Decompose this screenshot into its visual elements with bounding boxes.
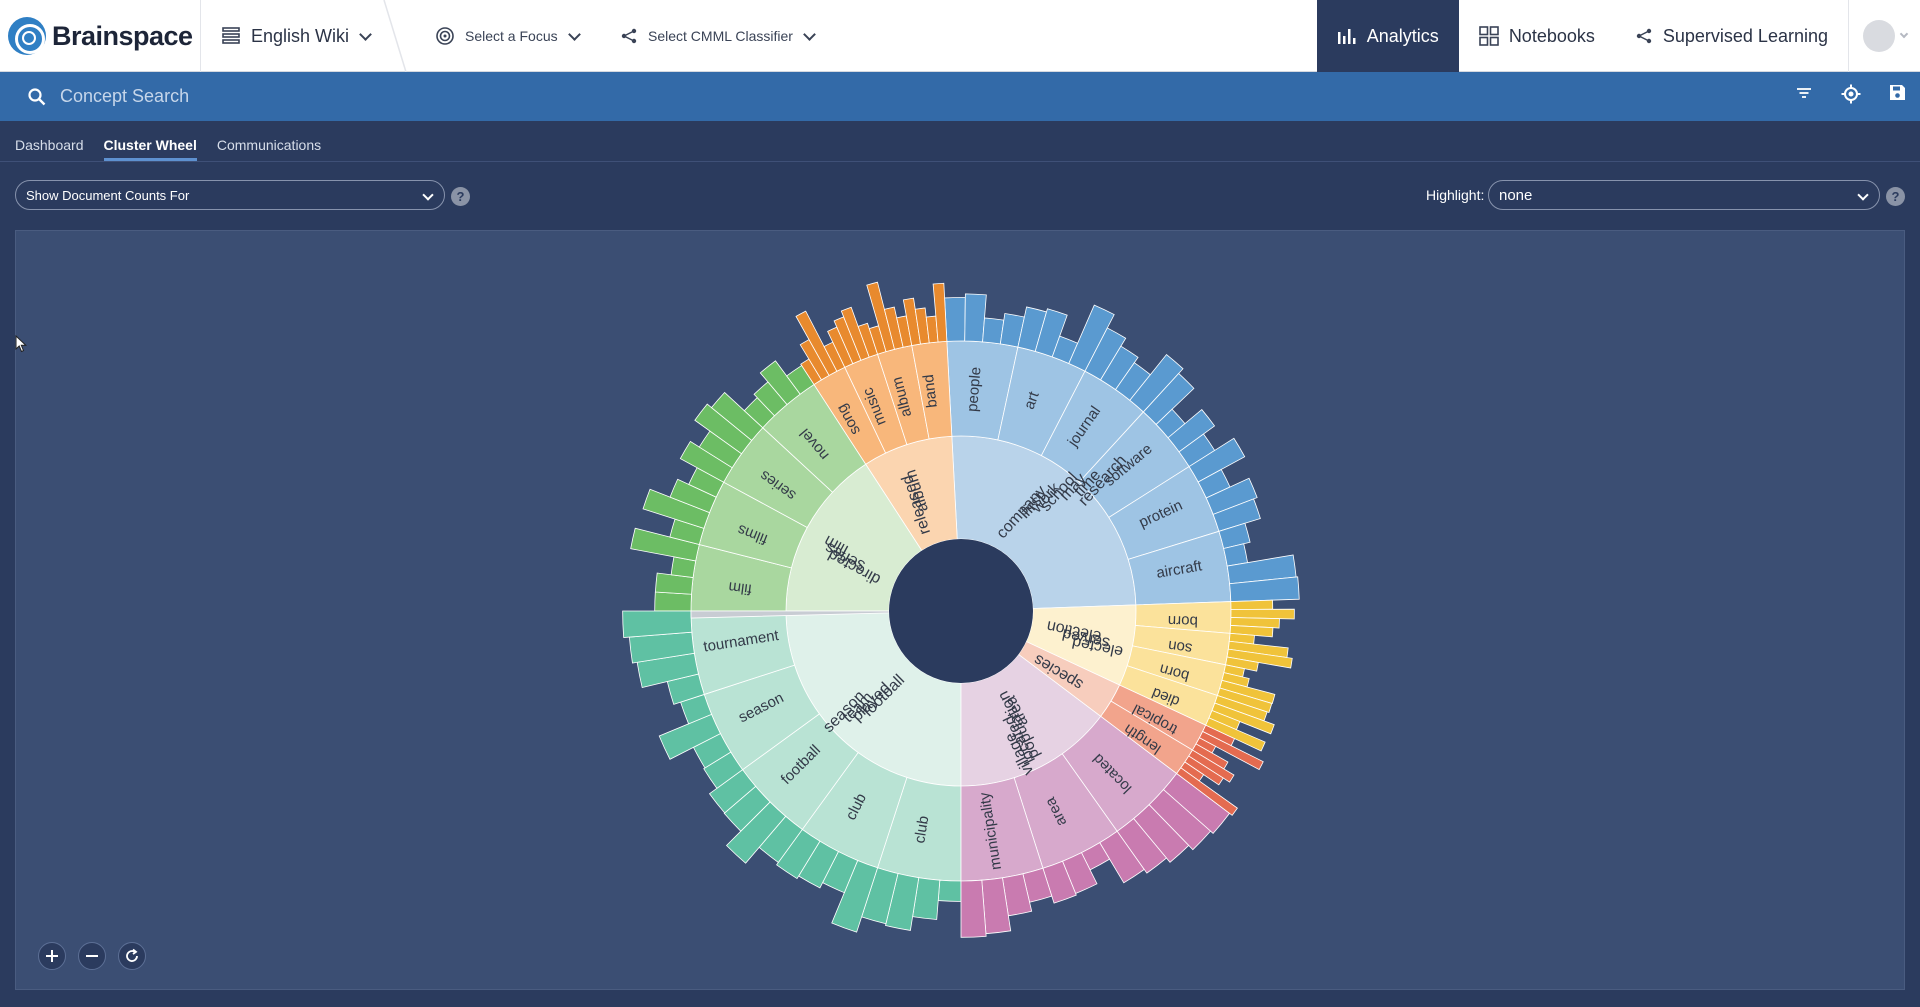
outer-cluster-bar[interactable] bbox=[937, 879, 962, 902]
chevron-down-icon bbox=[1857, 189, 1869, 201]
analytics-tabs: Dashboard Cluster Wheel Communications bbox=[0, 121, 1920, 162]
primary-nav: Analytics Notebooks Supervised Learning bbox=[1316, 0, 1920, 72]
grid-icon bbox=[1479, 26, 1499, 46]
top-navigation: Brainspace English Wiki Select a Focus S… bbox=[0, 0, 1920, 72]
subcluster-label: people bbox=[964, 366, 985, 412]
nav-analytics-label: Analytics bbox=[1366, 25, 1439, 46]
dataset-name: English Wiki bbox=[251, 25, 350, 46]
dataset-selector[interactable]: English Wiki bbox=[200, 0, 390, 72]
nav-supervised-label: Supervised Learning bbox=[1662, 25, 1828, 46]
reset-view-button[interactable] bbox=[118, 942, 146, 970]
network-icon bbox=[621, 28, 637, 44]
nav-notebooks[interactable]: Notebooks bbox=[1459, 0, 1615, 72]
search-icon bbox=[28, 87, 46, 105]
outer-cluster-bar[interactable] bbox=[960, 879, 987, 938]
logo-text: Brainspace bbox=[52, 20, 193, 51]
zoom-out-button[interactable] bbox=[78, 942, 106, 970]
subcluster-label: club bbox=[911, 815, 932, 845]
outer-cluster-bar[interactable] bbox=[786, 364, 815, 395]
tab-dashboard[interactable]: Dashboard bbox=[15, 137, 84, 153]
plus-icon bbox=[46, 950, 58, 962]
document-counts-label: Show Document Counts For bbox=[26, 187, 190, 203]
subcluster-label: film bbox=[728, 578, 753, 598]
outer-cluster-bar[interactable] bbox=[654, 591, 692, 612]
highlight-label: Highlight: bbox=[1426, 187, 1485, 203]
wheel-center[interactable] bbox=[889, 539, 1033, 683]
search-input[interactable]: Concept Search bbox=[60, 86, 190, 106]
subcluster-label: band bbox=[920, 373, 941, 408]
nav-notebooks-label: Notebooks bbox=[1508, 25, 1595, 46]
minus-icon bbox=[86, 955, 98, 957]
logo-icon bbox=[8, 17, 46, 55]
concept-search-bar[interactable]: Concept Search bbox=[0, 72, 1920, 121]
document-counts-select[interactable]: Show Document Counts For bbox=[15, 180, 445, 210]
save-icon[interactable] bbox=[1889, 84, 1906, 101]
help-icon[interactable]: ? bbox=[1886, 187, 1905, 206]
avatar bbox=[1862, 20, 1895, 52]
nav-supervised-learning[interactable]: Supervised Learning bbox=[1615, 0, 1848, 72]
locate-icon[interactable] bbox=[1841, 84, 1861, 104]
help-icon[interactable]: ? bbox=[451, 187, 470, 206]
mouse-cursor bbox=[15, 335, 27, 353]
zoom-in-button[interactable] bbox=[38, 942, 66, 970]
focus-label: Select a Focus bbox=[465, 28, 558, 44]
outer-cluster-bar[interactable] bbox=[1205, 717, 1266, 752]
chevron-down-icon bbox=[1899, 29, 1908, 39]
highlight-value: none bbox=[1499, 186, 1533, 204]
focus-selector[interactable]: Select a Focus bbox=[435, 0, 581, 72]
target-icon bbox=[436, 27, 454, 45]
chevron-down-icon bbox=[803, 27, 816, 41]
brainspace-logo[interactable]: Brainspace bbox=[8, 16, 193, 56]
chevron-down-icon bbox=[359, 27, 372, 41]
stack-icon bbox=[222, 27, 240, 44]
subcluster-label: son bbox=[1167, 637, 1193, 657]
nav-divider bbox=[383, 0, 407, 72]
nav-analytics[interactable]: Analytics bbox=[1316, 0, 1459, 72]
reset-icon bbox=[126, 948, 138, 962]
user-menu[interactable] bbox=[1848, 0, 1920, 72]
cluster-wheel-canvas[interactable]: company first work school may time research peo… bbox=[15, 230, 1905, 990]
highlight-select[interactable]: none bbox=[1488, 180, 1880, 210]
chevron-down-icon bbox=[567, 27, 581, 41]
chevron-down-icon bbox=[422, 189, 434, 201]
network-icon bbox=[1636, 28, 1652, 44]
tab-cluster-wheel[interactable]: Cluster Wheel bbox=[103, 137, 197, 161]
outer-cluster-bar[interactable] bbox=[944, 297, 966, 342]
filter-icon[interactable] bbox=[1795, 84, 1813, 102]
subcluster-label: born bbox=[1168, 612, 1198, 630]
outer-cluster-bar[interactable] bbox=[1230, 599, 1274, 610]
subcluster-label: art bbox=[1021, 389, 1043, 412]
classifier-label: Select CMML Classifier bbox=[648, 28, 793, 44]
bar-chart-icon bbox=[1337, 29, 1356, 44]
classifier-selector[interactable]: Select CMML Classifier bbox=[620, 0, 816, 72]
tab-communications[interactable]: Communications bbox=[216, 137, 322, 153]
cluster-wheel[interactable]: companyfirstworkschoolmaytimeresearchpeo… bbox=[16, 231, 1906, 991]
outer-cluster-bar[interactable] bbox=[1176, 767, 1238, 816]
outer-cluster-bar[interactable] bbox=[932, 282, 948, 343]
